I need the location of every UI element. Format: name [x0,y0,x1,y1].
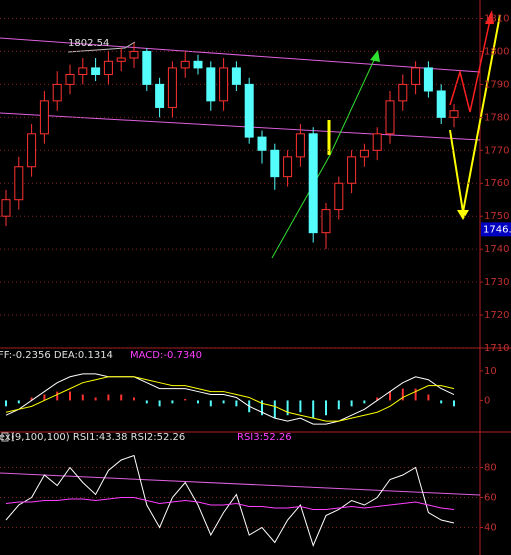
candle-body [231,67,241,85]
y-tick-label: 1720 [484,310,509,321]
y-tick-label: 1790 [484,79,509,90]
leader-line [67,41,136,53]
y-tick-label: 10 [484,366,497,377]
candle-body [142,50,152,85]
candle-body [52,83,62,102]
y-tick-label: 1750 [484,211,509,222]
rsi-trend-line [0,472,481,496]
price-tag [481,222,511,237]
y-tick-label: 1760 [484,178,509,189]
candle-body [91,67,101,75]
channel-line [0,37,481,73]
indicator-header: FF:-0.2356 DEA:0.1314 [0,350,113,361]
candle-body [359,149,369,158]
candle-body [244,83,254,138]
candle-body [321,209,331,234]
arrow-head [370,50,380,62]
candle-body [308,133,318,234]
y-tick-label: 1810 [484,13,509,24]
candle-body [385,100,395,135]
candle-body [167,67,177,108]
indicator-line [5,376,455,422]
candle-body [257,136,267,151]
candle-body [206,67,216,102]
indicator-header: lex) [0,432,15,443]
y-tick-label: 1800 [484,46,509,57]
candle-body [78,67,88,75]
candle-body [423,67,433,92]
y-tick-label: 40 [484,523,497,534]
candle-body [39,100,49,135]
y-tick-label: 1770 [484,145,509,156]
y-tick-label: 0 [484,395,490,406]
price-tag-label: 1746. [483,224,511,235]
indicator-line [5,454,455,547]
candle-body [334,182,344,211]
candle-body [398,83,408,102]
candle-body [155,83,165,108]
annotation: 1802.54 [68,38,109,49]
candle-body [283,156,293,178]
candle-body [411,67,421,85]
candle-body [116,57,126,62]
y-tick-label: 1730 [484,277,509,288]
indicator-line [5,373,455,425]
candle-body [129,50,139,59]
indicator-header: RSI3:52.26 [237,432,292,443]
arrow-head [485,10,494,24]
arrow-head [457,210,469,220]
candle-body [103,60,113,75]
candle-body [27,133,37,168]
candle-body [295,133,305,158]
candle-body [270,149,280,178]
candle-body [180,60,190,69]
y-tick-label: 60 [484,493,497,504]
forecast-line [449,19,491,113]
candle-body [14,166,24,201]
candle-body [193,60,203,69]
candle-body [449,110,459,118]
y-tick-label: 1710 [484,343,509,354]
y-tick-label: 80 [484,463,497,474]
candle-body [347,156,357,184]
y-tick-label: 1740 [484,244,509,255]
candle-body [219,67,229,102]
y-tick-label: 1780 [484,112,509,123]
candle-body [436,90,446,118]
candle-body [1,199,11,217]
indicator-header: MACD:-0.7340 [130,350,202,361]
candle-body [372,133,382,151]
indicator-header: (9,100,100) RSI1:43.38 RSI2:52.26 [11,432,185,443]
indicator-line [5,497,455,510]
icon [1,432,9,442]
candle-body [65,73,75,85]
